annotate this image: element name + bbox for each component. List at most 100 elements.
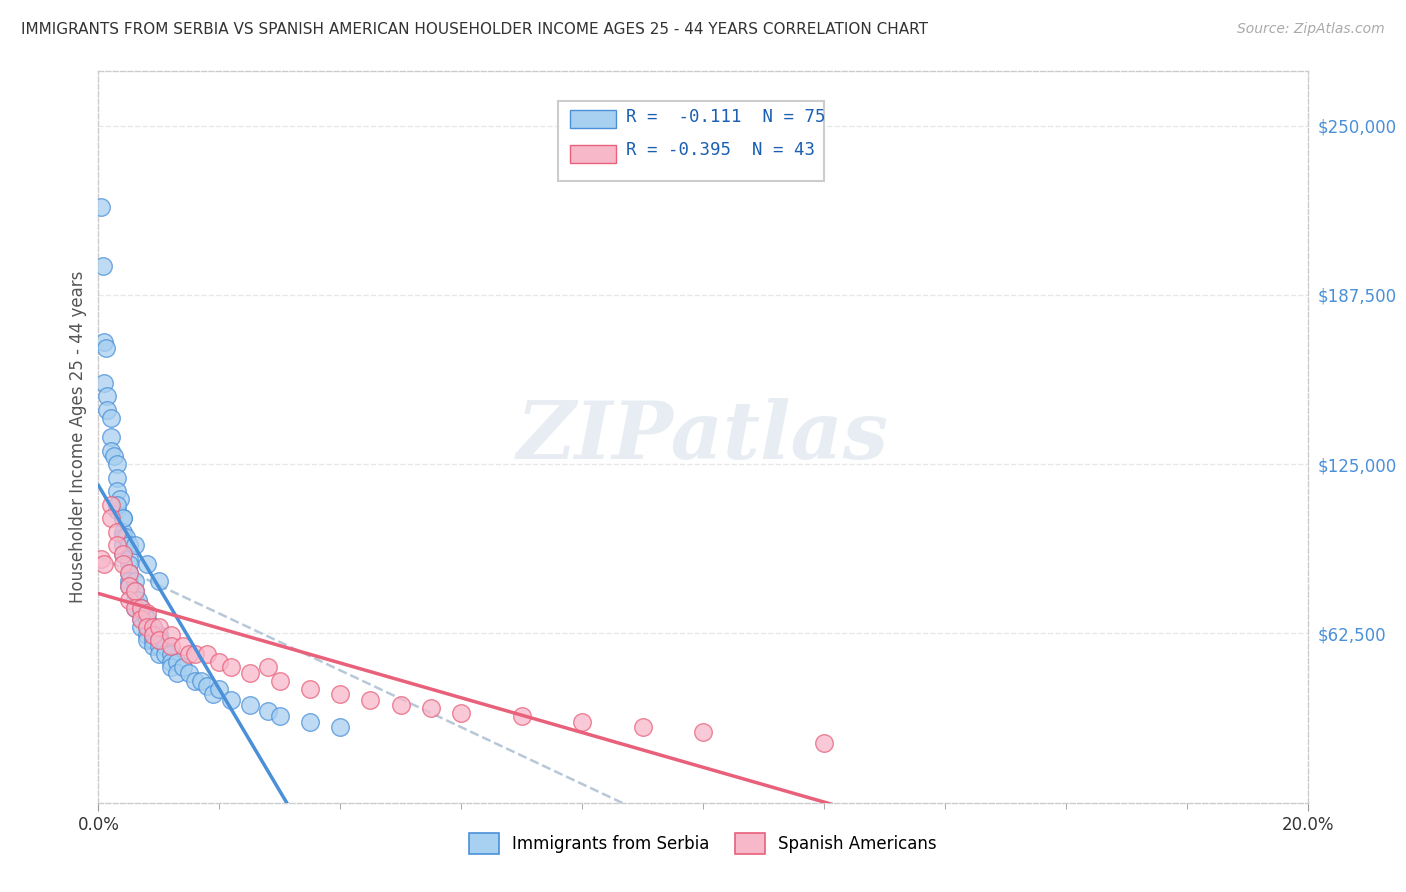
Point — [111, 547, 134, 561]
Point — [160, 639, 183, 653]
Point — [100, 511, 122, 525]
Point — [108, 492, 131, 507]
Point — [111, 547, 134, 561]
Point — [166, 665, 188, 680]
Point — [329, 688, 352, 702]
Point — [179, 665, 201, 680]
Point — [94, 341, 117, 355]
Point — [142, 620, 165, 634]
Point — [208, 655, 231, 669]
Point — [124, 584, 146, 599]
Point — [195, 679, 218, 693]
Point — [118, 579, 141, 593]
Point — [118, 579, 141, 593]
Point — [202, 688, 225, 702]
Point — [269, 673, 291, 688]
Point — [142, 628, 165, 642]
Point — [129, 600, 152, 615]
Point — [93, 376, 115, 390]
Point — [160, 660, 183, 674]
Point — [184, 673, 207, 688]
Point — [105, 503, 128, 517]
Point — [105, 471, 128, 485]
Point — [148, 639, 170, 653]
Text: ZIPatlas: ZIPatlas — [517, 399, 889, 475]
Point — [105, 484, 128, 499]
Point — [100, 430, 122, 444]
Point — [135, 628, 157, 642]
Point — [142, 620, 165, 634]
Point — [129, 611, 152, 625]
Point — [389, 698, 412, 713]
Point — [172, 660, 194, 674]
Point — [105, 524, 128, 539]
Point — [132, 606, 155, 620]
Point — [111, 511, 134, 525]
Point — [239, 665, 262, 680]
Point — [124, 592, 146, 607]
Point — [160, 647, 183, 661]
Point — [124, 600, 146, 615]
Legend: Immigrants from Serbia, Spanish Americans: Immigrants from Serbia, Spanish American… — [463, 827, 943, 860]
Point — [179, 647, 201, 661]
Point — [142, 633, 165, 648]
Point — [105, 457, 128, 471]
Point — [631, 720, 654, 734]
Point — [148, 633, 170, 648]
Bar — [569, 110, 616, 128]
Point — [692, 725, 714, 739]
Point — [135, 558, 157, 572]
Point — [221, 660, 243, 674]
Point — [172, 639, 194, 653]
Point — [184, 647, 207, 661]
Point — [148, 620, 170, 634]
Point — [135, 620, 157, 634]
Point — [148, 633, 170, 648]
Point — [153, 647, 176, 661]
Point — [93, 335, 115, 350]
Point — [269, 709, 291, 723]
Point — [118, 552, 141, 566]
Point — [100, 498, 122, 512]
Point — [111, 558, 134, 572]
Point — [420, 701, 443, 715]
Point — [111, 511, 134, 525]
Point — [96, 403, 118, 417]
Point — [96, 389, 118, 403]
Point — [195, 647, 218, 661]
Point — [160, 655, 183, 669]
Point — [93, 558, 115, 572]
Text: R = -0.395  N = 43: R = -0.395 N = 43 — [626, 141, 814, 160]
Point — [135, 620, 157, 634]
Point — [135, 606, 157, 620]
Point — [111, 530, 134, 544]
Point — [118, 558, 141, 572]
Point — [571, 714, 593, 729]
Point — [90, 552, 112, 566]
Point — [135, 633, 157, 648]
Point — [166, 655, 188, 669]
Point — [142, 639, 165, 653]
Point — [124, 538, 146, 552]
Point — [208, 681, 231, 696]
Point — [118, 538, 141, 552]
Point — [190, 673, 212, 688]
Point — [100, 443, 122, 458]
Point — [127, 592, 149, 607]
Text: R =  -0.111  N = 75: R = -0.111 N = 75 — [626, 108, 825, 126]
Text: IMMIGRANTS FROM SERBIA VS SPANISH AMERICAN HOUSEHOLDER INCOME AGES 25 - 44 YEARS: IMMIGRANTS FROM SERBIA VS SPANISH AMERIC… — [21, 22, 928, 37]
Point — [129, 606, 152, 620]
Point — [90, 200, 112, 214]
Point — [124, 600, 146, 615]
Point — [105, 498, 128, 512]
Point — [111, 524, 134, 539]
Point — [148, 647, 170, 661]
Text: Source: ZipAtlas.com: Source: ZipAtlas.com — [1237, 22, 1385, 37]
Point — [813, 736, 835, 750]
Point — [103, 449, 125, 463]
Point — [299, 714, 322, 729]
Point — [129, 600, 152, 615]
Point — [91, 260, 114, 274]
Point — [142, 628, 165, 642]
Point — [329, 720, 352, 734]
